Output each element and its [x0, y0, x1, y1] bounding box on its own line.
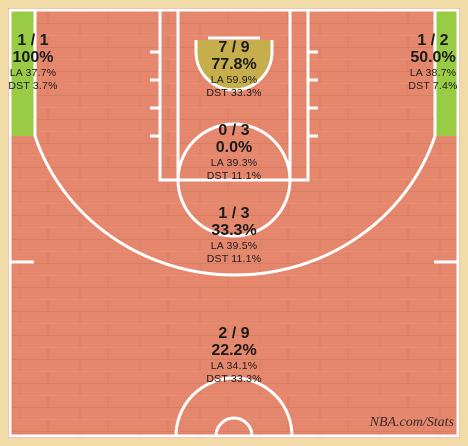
shot-distribution: DST 11.1% — [206, 169, 262, 182]
league-average: LA 59.9% — [210, 74, 258, 86]
center-circle-inner — [214, 416, 254, 437]
restricted-area-zone — [196, 40, 272, 90]
zone-mid-range: 1 / 3 33.3% LA 39.5% DST 11.1% — [194, 206, 274, 264]
lane-hash-marks — [150, 50, 318, 138]
league-average: LA 38.7% — [409, 67, 457, 79]
restricted-arc — [194, 40, 274, 92]
zone-made-attempts: 1 / 2 — [417, 32, 449, 49]
right-corner-zone — [435, 10, 459, 136]
zone-left-corner: 1 / 1 100% LA 37.7% DST 3.7% — [2, 33, 64, 91]
zone-percentage: 100% — [12, 49, 54, 66]
center-circle-outer — [174, 376, 294, 437]
court-lines — [8, 8, 460, 438]
zone-percentage: 22.2% — [211, 342, 257, 359]
shot-distribution: DST 3.7% — [8, 79, 58, 92]
zone-percentage: 33.3% — [211, 222, 257, 239]
zone-made-attempts: 0 / 3 — [218, 122, 250, 139]
zone-above-the-break-3: 2 / 9 22.2% LA 34.1% DST 33.3% — [194, 326, 274, 384]
league-average: LA 39.5% — [210, 240, 258, 252]
league-average: LA 34.1% — [210, 360, 258, 372]
zone-made-attempts: 7 / 9 — [218, 39, 250, 56]
league-average: LA 39.3% — [210, 157, 258, 169]
shot-distribution: DST 11.1% — [206, 252, 262, 265]
three-point-line — [33, 10, 437, 277]
nba-stats-watermark: NBA.com/Stats — [369, 415, 454, 430]
zone-paint: 0 / 3 0.0% LA 39.3% DST 11.1% — [194, 123, 274, 181]
lane-inner — [176, 8, 292, 182]
zone-restricted-area: 7 / 9 77.8% LA 59.9% DST 33.3% — [194, 40, 274, 98]
shot-distribution: DST 33.3% — [206, 372, 262, 385]
left-corner-zone — [11, 10, 35, 136]
league-average: LA 37.7% — [9, 67, 57, 79]
zone-percentage: 77.8% — [211, 56, 257, 73]
shot-distribution: DST 33.3% — [206, 86, 262, 99]
zone-made-attempts: 2 / 9 — [218, 325, 250, 342]
zone-percentage: 0.0% — [215, 139, 253, 156]
zone-right-corner: 1 / 2 50.0% LA 38.7% DST 7.4% — [402, 33, 464, 91]
zone-made-attempts: 1 / 3 — [218, 205, 250, 222]
shot-distribution: DST 7.4% — [408, 79, 458, 92]
free-throw-circle-bottom — [176, 179, 292, 238]
zone-percentage: 50.0% — [410, 49, 456, 66]
zone-made-attempts: 1 / 1 — [17, 32, 49, 49]
free-throw-circle-top — [176, 122, 292, 181]
